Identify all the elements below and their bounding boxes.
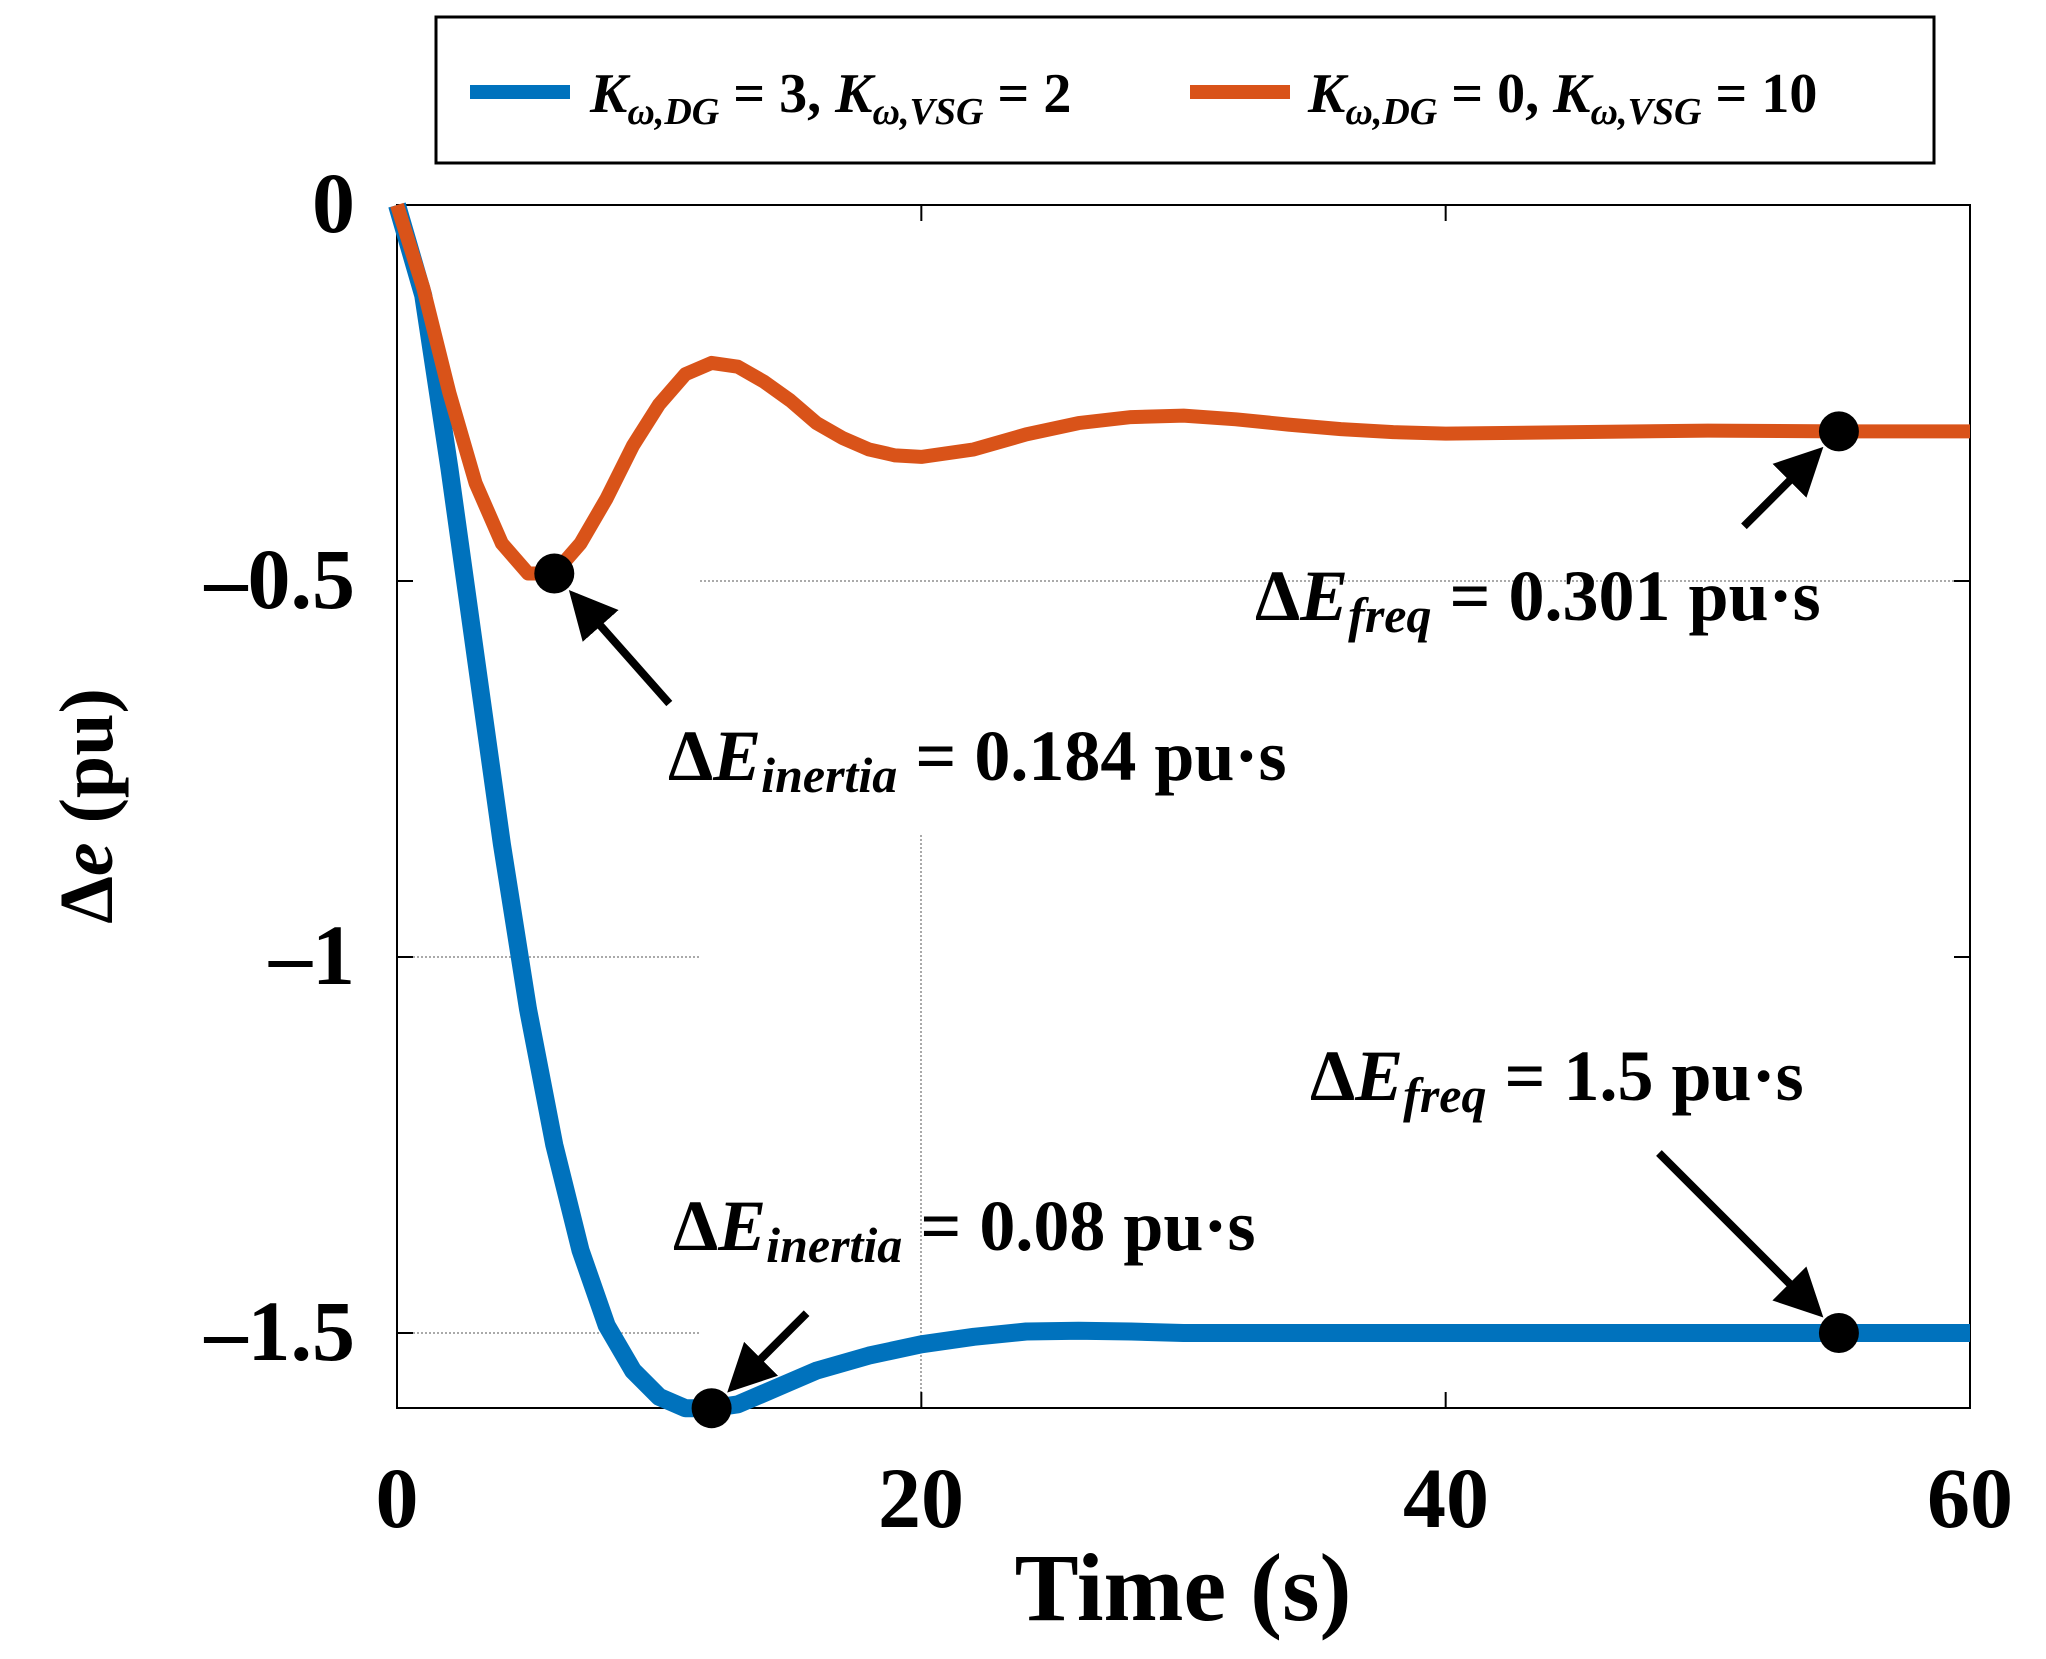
annot-0-text: = 0.184 pu·s: [897, 716, 1286, 796]
annotation-orange-inertia: ΔEinertia = 0.184 pu·s: [668, 716, 1286, 803]
y-axis-label-unit: (pu): [45, 688, 129, 842]
legend-orange-mid: = 0,: [1437, 63, 1553, 125]
legend-label-orange: Kω,DG = 0, Kω,VSG = 10: [1307, 63, 1817, 133]
y-axis-label-var: e: [45, 842, 129, 876]
legend-orange-sub1: ω,DG: [1345, 91, 1437, 133]
annot-1-var: E: [1299, 556, 1348, 636]
ytick-label-minus-0.5: –0.5: [204, 531, 356, 627]
arrow-orange-freq: [1741, 446, 1824, 530]
annot-2-text: = 0.08 pu·s: [902, 1186, 1255, 1266]
annot-0-delta: Δ: [668, 716, 713, 796]
ytick-label-minus-1: –1: [268, 907, 355, 1003]
marker-dot-orange-inertia: [534, 553, 575, 594]
xtick-label-20: 20: [878, 1450, 964, 1546]
annot-3-text: = 1.5 pu·s: [1486, 1036, 1803, 1116]
annot-3-delta: Δ: [1310, 1036, 1355, 1116]
legend-box: [434, 15, 1936, 165]
annot-0-sub: inertia: [761, 747, 897, 803]
legend-blue-end: = 2: [983, 63, 1071, 125]
legend-orange-k1: K: [1307, 63, 1349, 125]
legend-orange-sub2: ω,VSG: [1591, 91, 1702, 133]
markers: [534, 411, 1859, 1429]
legend-orange-end: = 10: [1701, 63, 1817, 125]
arrow-blue-inertia: [727, 1310, 810, 1393]
legend-label-blue: Kω,DG = 3, Kω,VSG = 2: [589, 63, 1071, 133]
legend-blue-mid: = 3,: [719, 63, 835, 125]
ytick-label-0: 0: [312, 155, 355, 251]
annotation-blue-freq: ΔEfreq = 1.5 pu·s: [1310, 1036, 1804, 1123]
legend-blue-k2: K: [834, 63, 876, 125]
annot-1-sub: freq: [1348, 587, 1431, 643]
annot-1-delta: Δ: [1255, 556, 1300, 636]
annot-0-var: E: [712, 716, 761, 796]
xtick-label-0: 0: [376, 1450, 419, 1546]
annotation-blue-inertia: ΔEinertia = 0.08 pu·s: [673, 1186, 1255, 1273]
ytick-label-minus-1.5: –1.5: [204, 1283, 356, 1379]
legend-orange-k2: K: [1552, 63, 1594, 125]
annot-2-var: E: [717, 1186, 766, 1266]
annot-2-delta: Δ: [673, 1186, 718, 1266]
annot-3-var: E: [1354, 1036, 1403, 1116]
arrow-orange-inertia: [568, 589, 673, 707]
annotation-orange-freq: ΔEfreq = 0.301 pu·s: [1255, 556, 1821, 643]
marker-dot-orange-freq: [1818, 411, 1859, 452]
marker-dot-blue-freq: [1818, 1313, 1859, 1353]
annot-1-text: = 0.301 pu·s: [1431, 556, 1820, 636]
x-axis-label: Time (s): [1015, 1534, 1352, 1641]
series-line-blue: [388, 202, 1970, 1418]
arrow-blue-freq: [1656, 1150, 1824, 1318]
grid: [397, 580, 1970, 1408]
xtick-label-40: 40: [1403, 1450, 1489, 1546]
legend: Kω,DG = 3, Kω,VSG = 2 Kω,DG = 0, Kω,VSG …: [434, 15, 1936, 165]
xtick-label-60: 60: [1927, 1450, 2013, 1546]
annot-3-sub: freq: [1403, 1067, 1486, 1123]
annot-2-sub: inertia: [766, 1217, 902, 1273]
legend-blue-k1: K: [589, 63, 631, 125]
legend-blue-sub1: ω,DG: [627, 91, 719, 133]
y-axis-label: Δe (pu): [45, 688, 129, 924]
legend-blue-sub2: ω,VSG: [873, 91, 984, 133]
marker-dot-blue-inertia: [691, 1388, 732, 1429]
y-axis-label-delta: Δ: [45, 876, 129, 924]
